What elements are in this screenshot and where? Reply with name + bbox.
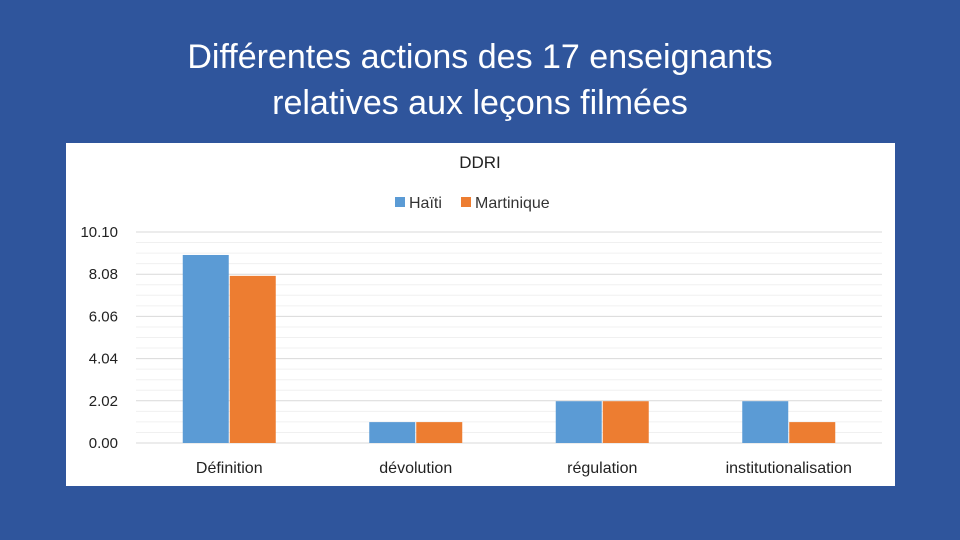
- chart-title: DDRI: [459, 153, 501, 172]
- y-tick-label: 10.10: [80, 224, 118, 241]
- bar-martinique-1: [416, 422, 463, 443]
- bar-martinique-0: [229, 275, 276, 443]
- legend-label: Martinique: [475, 195, 550, 212]
- y-tick-label: 6.06: [89, 308, 118, 325]
- y-axis-tick-labels: 0.00 2.02 4.04 6.06 8.08 10.10: [80, 224, 118, 452]
- bar-haiti-1: [369, 422, 416, 443]
- bar-martinique-2: [602, 401, 649, 443]
- chart-legend: Haïti Martinique: [395, 195, 550, 212]
- slide-title-line-2: relatives aux leçons filmées: [272, 84, 688, 122]
- legend-swatch: [461, 197, 471, 207]
- legend-label: Haïti: [409, 195, 442, 212]
- y-tick-label: 8.08: [89, 266, 118, 283]
- slide-title: Différentes actions des 17 enseignants r…: [0, 34, 960, 126]
- y-tick-label: 4.04: [89, 351, 118, 368]
- bar-haiti-0: [182, 254, 229, 443]
- y-tick-label: 2.02: [89, 393, 118, 410]
- x-category-label: institutionalisation: [726, 460, 852, 477]
- bar-haiti-2: [555, 401, 602, 443]
- x-category-label: régulation: [567, 460, 637, 477]
- legend-swatch: [395, 197, 405, 207]
- bar-martinique-3: [789, 422, 836, 443]
- x-category-label: dévolution: [379, 460, 452, 477]
- slide-title-line-1: Différentes actions des 17 enseignants: [187, 38, 773, 76]
- x-category-label: Définition: [196, 460, 263, 477]
- y-tick-label: 0.00: [89, 435, 118, 452]
- bar-haiti-3: [742, 401, 789, 443]
- x-axis-category-labels: Définition dévolution régulation institutio…: [196, 460, 852, 477]
- chart-bars: [182, 254, 836, 443]
